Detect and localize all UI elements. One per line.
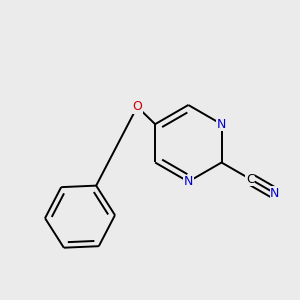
Text: N: N bbox=[217, 118, 226, 131]
Text: O: O bbox=[132, 100, 142, 113]
Text: C: C bbox=[246, 173, 255, 186]
Text: N: N bbox=[270, 187, 280, 200]
Text: N: N bbox=[184, 175, 193, 188]
